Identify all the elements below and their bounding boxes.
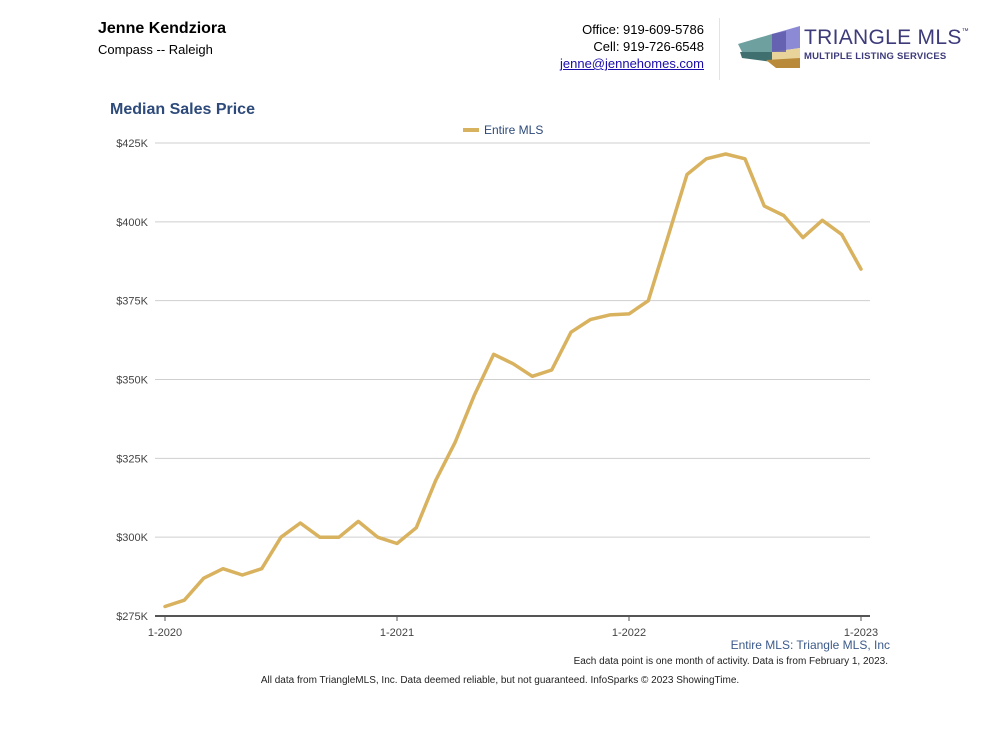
logo-title: TRIANGLE MLS™ [804,26,969,49]
y-tick-label: $325K [116,453,148,465]
logo-subtitle: MULTIPLE LISTING SERVICES [804,51,947,62]
header-divider [719,18,720,80]
email-link[interactable]: jenne@jennehomes.com [559,56,704,71]
series-line-entire-mls [163,152,863,609]
agent-company: Compass -- Raleigh [98,42,213,57]
footer-source: Entire MLS: Triangle MLS, Inc [730,638,890,652]
y-tick-label: $300K [116,532,148,544]
agent-name: Jenne Kendziora [98,20,227,37]
y-tick-label: $350K [116,375,148,387]
y-tick-label: $275K [116,611,148,623]
x-tick-label: 1-2022 [612,627,646,639]
cell-phone: Cell: 919-726-6548 [593,39,704,54]
x-tick-label: 1-2023 [844,627,878,639]
y-tick-label: $375K [116,296,148,308]
footer-disclaimer: All data from TriangleMLS, Inc. Data dee… [260,675,740,686]
y-tick-label: $425K [116,138,148,150]
y-tick-label: $400K [116,217,148,229]
x-tick-label: 1-2020 [148,627,182,639]
legend-label: Entire MLS [484,123,543,137]
triangle-mls-logo: TRIANGLE MLS™ MULTIPLE LISTING SERVICES [736,22,976,74]
triangle-logo-icon [738,26,800,68]
contact-block: Office: 919-609-5786 Cell: 919-726-6548 … [560,21,704,72]
chart-title: Median Sales Price [110,101,255,118]
x-tick-label: 1-2021 [380,627,414,639]
footer-note: Each data point is one month of activity… [573,656,888,667]
office-phone: Office: 919-609-5786 [582,22,704,37]
